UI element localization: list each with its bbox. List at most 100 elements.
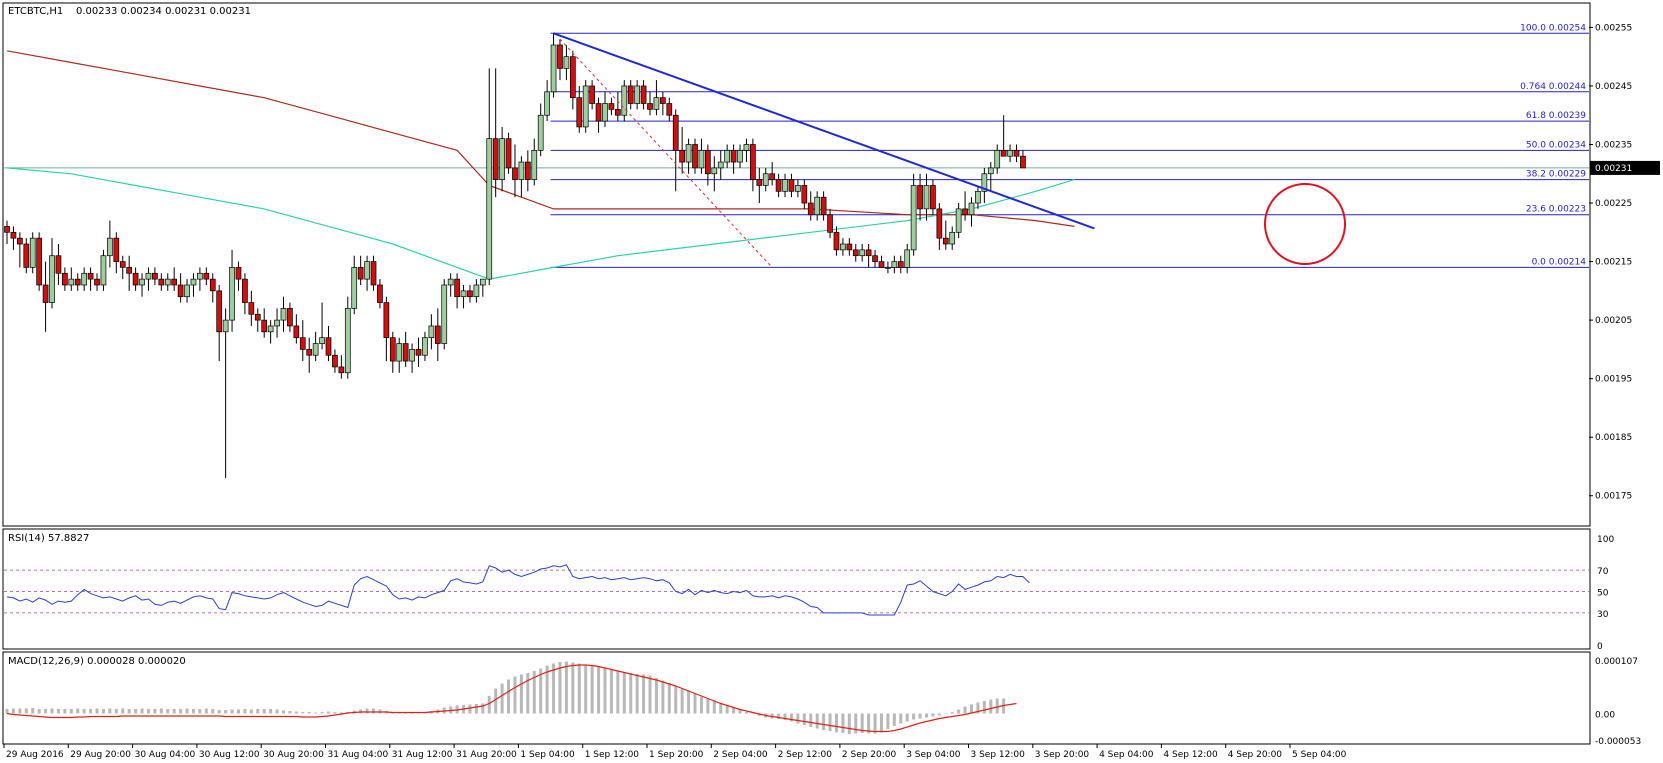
time-tick-label: 1 Sep 12:00 <box>585 750 640 760</box>
candle-body <box>158 278 165 286</box>
time-tick-label: 2 Sep 04:00 <box>713 750 768 760</box>
candle <box>222 308 229 479</box>
candle-body <box>351 267 358 309</box>
macd-histogram-bar <box>140 708 144 714</box>
candle-body <box>447 278 454 286</box>
macd-histogram-bar <box>635 674 639 714</box>
fib-label: 23.6 0.00223 <box>1526 205 1586 215</box>
candle <box>428 314 435 350</box>
rsi-tick-label: 70 <box>1597 567 1609 577</box>
candle-body <box>608 103 615 110</box>
macd-histogram-bar <box>828 713 832 731</box>
macd-histogram-bar <box>397 713 401 714</box>
candle <box>280 296 287 332</box>
candle <box>705 144 711 186</box>
candle-body <box>235 267 242 280</box>
candle <box>737 144 743 168</box>
macd-histogram-bar <box>757 713 761 716</box>
candle <box>473 279 480 303</box>
candle <box>306 337 313 373</box>
macd-histogram-bar <box>622 672 626 714</box>
price-tick-label: 0.00215 <box>1595 258 1632 268</box>
candle <box>891 255 898 274</box>
candle <box>782 173 788 198</box>
candle-body <box>987 167 994 175</box>
candle <box>4 220 10 245</box>
macd-histogram-bar <box>121 708 125 714</box>
macd-title: MACD(12,26,9) 0.000028 0.000020 <box>8 656 186 667</box>
symbol-title: ETCBTC,H1 <box>8 6 63 17</box>
candle <box>608 97 615 116</box>
candle-body <box>29 237 36 268</box>
macd-histogram-bar <box>211 709 215 714</box>
candle <box>383 296 390 362</box>
macd-histogram-bar <box>847 713 851 734</box>
candle <box>711 156 718 192</box>
candle-body <box>216 290 223 333</box>
candle-body <box>81 272 88 286</box>
candle <box>878 255 885 268</box>
candle-body <box>737 149 743 163</box>
macd-histogram-bar <box>217 710 221 714</box>
bearish-trend-line <box>553 32 1095 230</box>
macd-histogram-bar <box>879 713 883 733</box>
candle-body <box>55 255 62 274</box>
candle-body <box>94 278 100 286</box>
candle-body <box>666 103 673 116</box>
macd-signal-line <box>6 664 1017 733</box>
macd-histogram-bar <box>963 706 967 714</box>
time-tick-label: 4 Sep 04:00 <box>1099 750 1154 760</box>
macd-histogram-bar <box>134 709 138 714</box>
macd-histogram-bar <box>995 698 999 714</box>
macd-histogram-bar <box>892 713 896 726</box>
time-tick-label: 2 Sep 12:00 <box>778 750 833 760</box>
candle <box>74 273 81 291</box>
candle-body <box>949 231 956 245</box>
candle-body <box>100 255 107 286</box>
candle <box>132 267 139 291</box>
candle-body <box>499 138 505 180</box>
candle-body <box>434 325 441 344</box>
candle <box>994 144 1001 174</box>
macd-histogram-bar <box>487 696 491 714</box>
candle <box>679 126 686 174</box>
macd-histogram-bar <box>854 713 858 734</box>
candle-body <box>569 56 576 99</box>
candle-body <box>370 261 377 286</box>
candle-body <box>814 196 821 216</box>
time-tick-label: 29 Aug 20:00 <box>70 750 131 760</box>
macd-histogram-bar <box>320 712 324 714</box>
macd-histogram-bar <box>417 713 421 714</box>
candle <box>126 255 133 291</box>
candle <box>184 279 190 303</box>
macd-histogram-bar <box>867 713 871 734</box>
macd-histogram-bar <box>198 709 202 714</box>
candle-body <box>377 284 383 303</box>
highlight-circle <box>1264 183 1346 265</box>
macd-histogram-bar <box>11 708 15 714</box>
candle <box>981 167 988 204</box>
candle <box>377 279 383 309</box>
macd-panel <box>2 651 1591 745</box>
price-panel <box>2 2 1591 527</box>
candle <box>897 255 904 274</box>
candle <box>910 173 917 256</box>
candle-body <box>859 249 866 257</box>
dashed-line <box>559 38 773 268</box>
macd-histogram-bar <box>333 712 337 714</box>
macd-histogram-bar <box>976 702 980 714</box>
candle-body <box>229 267 235 321</box>
candle-body <box>595 103 602 122</box>
candle <box>942 220 949 250</box>
macd-histogram-bar <box>777 713 781 719</box>
macd-histogram-bar <box>783 713 787 720</box>
candle-body <box>402 343 409 362</box>
macd-histogram-bar <box>590 666 594 714</box>
candle-body <box>621 85 628 116</box>
candle <box>968 197 975 227</box>
price-tick-label: 0.00225 <box>1595 199 1632 209</box>
macd-histogram-bar <box>191 709 195 714</box>
candle <box>229 249 235 332</box>
candle-body <box>769 173 776 180</box>
candle-body <box>544 91 550 116</box>
